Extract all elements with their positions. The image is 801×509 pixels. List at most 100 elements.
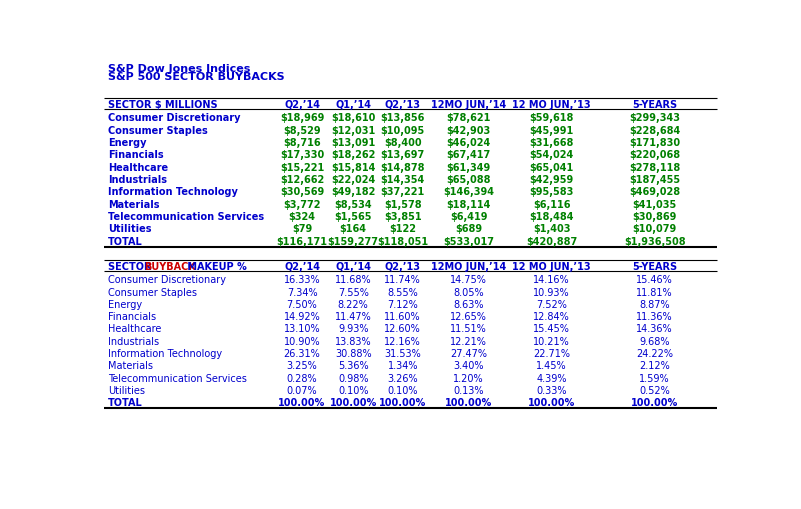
Text: TOTAL: TOTAL: [108, 236, 143, 246]
Text: 3.26%: 3.26%: [388, 373, 418, 383]
Text: 12 MO JUN,’13: 12 MO JUN,’13: [513, 261, 591, 271]
Text: $187,455: $187,455: [629, 175, 680, 185]
Text: $14,878: $14,878: [380, 162, 425, 173]
Text: 0.13%: 0.13%: [453, 385, 484, 395]
Text: Information Technology: Information Technology: [108, 349, 222, 358]
Text: 7.12%: 7.12%: [388, 299, 418, 309]
Text: $299,343: $299,343: [629, 114, 680, 123]
Text: 14.36%: 14.36%: [636, 324, 673, 334]
Text: 11.51%: 11.51%: [450, 324, 487, 334]
Text: 1.20%: 1.20%: [453, 373, 484, 383]
Text: $31,668: $31,668: [529, 138, 574, 148]
Text: $14,354: $14,354: [380, 175, 425, 185]
Text: $3,851: $3,851: [384, 212, 421, 221]
Text: Q2,’14: Q2,’14: [284, 261, 320, 271]
Text: 12.60%: 12.60%: [384, 324, 421, 334]
Text: Utilities: Utilities: [108, 224, 151, 234]
Text: 11.81%: 11.81%: [636, 287, 673, 297]
Text: 26.31%: 26.31%: [284, 349, 320, 358]
Text: 3.25%: 3.25%: [287, 361, 317, 371]
Text: 3.40%: 3.40%: [453, 361, 484, 371]
Text: 2.12%: 2.12%: [639, 361, 670, 371]
Text: $12,662: $12,662: [280, 175, 324, 185]
Text: 13.83%: 13.83%: [335, 336, 372, 346]
Text: S&P 500 SECTOR BUYBACKS: S&P 500 SECTOR BUYBACKS: [108, 72, 284, 82]
Text: SECTOR: SECTOR: [108, 261, 155, 271]
Text: 9.68%: 9.68%: [639, 336, 670, 346]
Text: 0.98%: 0.98%: [338, 373, 368, 383]
Text: Healthcare: Healthcare: [108, 162, 168, 173]
Text: $42,959: $42,959: [529, 175, 574, 185]
Text: 31.53%: 31.53%: [384, 349, 421, 358]
Text: 30.88%: 30.88%: [335, 349, 372, 358]
Text: $6,419: $6,419: [450, 212, 487, 221]
Text: 8.22%: 8.22%: [338, 299, 368, 309]
Text: $61,349: $61,349: [446, 162, 491, 173]
Text: 22.71%: 22.71%: [533, 349, 570, 358]
Text: $220,068: $220,068: [629, 150, 680, 160]
Text: 0.07%: 0.07%: [287, 385, 317, 395]
Text: $118,051: $118,051: [377, 236, 429, 246]
Text: $65,088: $65,088: [446, 175, 491, 185]
Text: 8.55%: 8.55%: [388, 287, 418, 297]
Text: $1,403: $1,403: [533, 224, 570, 234]
Text: $13,697: $13,697: [380, 150, 425, 160]
Text: SECTOR $ MILLIONS: SECTOR $ MILLIONS: [108, 100, 218, 110]
Text: $228,684: $228,684: [629, 126, 680, 135]
Text: 1.45%: 1.45%: [536, 361, 567, 371]
Text: $54,024: $54,024: [529, 150, 574, 160]
Text: 14.75%: 14.75%: [450, 275, 487, 285]
Text: Healthcare: Healthcare: [108, 324, 161, 334]
Text: $41,035: $41,035: [633, 200, 677, 209]
Text: 24.22%: 24.22%: [636, 349, 673, 358]
Text: Telecommunication Services: Telecommunication Services: [108, 373, 247, 383]
Text: $49,182: $49,182: [331, 187, 376, 197]
Text: 0.52%: 0.52%: [639, 385, 670, 395]
Text: $171,830: $171,830: [629, 138, 680, 148]
Text: $17,330: $17,330: [280, 150, 324, 160]
Text: Q2,’13: Q2,’13: [384, 100, 421, 110]
Text: $18,262: $18,262: [331, 150, 376, 160]
Text: $18,484: $18,484: [529, 212, 574, 221]
Text: 13.10%: 13.10%: [284, 324, 320, 334]
Text: $116,171: $116,171: [276, 236, 328, 246]
Text: Industrials: Industrials: [108, 336, 159, 346]
Text: 10.93%: 10.93%: [533, 287, 570, 297]
Text: 8.87%: 8.87%: [639, 299, 670, 309]
Text: $15,814: $15,814: [331, 162, 376, 173]
Text: 7.52%: 7.52%: [536, 299, 567, 309]
Text: $3,772: $3,772: [284, 200, 320, 209]
Text: 11.47%: 11.47%: [335, 312, 372, 322]
Text: 100.00%: 100.00%: [279, 398, 326, 408]
Text: Q2,’13: Q2,’13: [384, 261, 421, 271]
Text: $46,024: $46,024: [446, 138, 491, 148]
Text: 15.46%: 15.46%: [636, 275, 673, 285]
Text: 12MO JUN,’14: 12MO JUN,’14: [431, 261, 506, 271]
Text: 12.84%: 12.84%: [533, 312, 570, 322]
Text: Q1,’14: Q1,’14: [335, 261, 371, 271]
Text: $13,856: $13,856: [380, 114, 425, 123]
Text: 100.00%: 100.00%: [379, 398, 426, 408]
Text: 4.39%: 4.39%: [537, 373, 567, 383]
Text: $164: $164: [340, 224, 367, 234]
Text: $159,277: $159,277: [328, 236, 379, 246]
Text: Energy: Energy: [108, 138, 147, 148]
Text: 14.16%: 14.16%: [533, 275, 570, 285]
Text: 11.74%: 11.74%: [384, 275, 421, 285]
Text: 100.00%: 100.00%: [528, 398, 575, 408]
Text: 15.45%: 15.45%: [533, 324, 570, 334]
Text: $18,114: $18,114: [446, 200, 491, 209]
Text: 100.00%: 100.00%: [445, 398, 493, 408]
Text: 0.10%: 0.10%: [388, 385, 418, 395]
Text: 7.50%: 7.50%: [287, 299, 317, 309]
Text: TOTAL: TOTAL: [108, 398, 143, 408]
Text: 9.93%: 9.93%: [338, 324, 368, 334]
Text: 10.90%: 10.90%: [284, 336, 320, 346]
Text: MAKEUP %: MAKEUP %: [184, 261, 248, 271]
Text: $95,583: $95,583: [529, 187, 574, 197]
Text: $13,091: $13,091: [331, 138, 376, 148]
Text: 10.21%: 10.21%: [533, 336, 570, 346]
Text: $45,991: $45,991: [529, 126, 574, 135]
Text: Q2,’14: Q2,’14: [284, 100, 320, 110]
Text: $689: $689: [455, 224, 482, 234]
